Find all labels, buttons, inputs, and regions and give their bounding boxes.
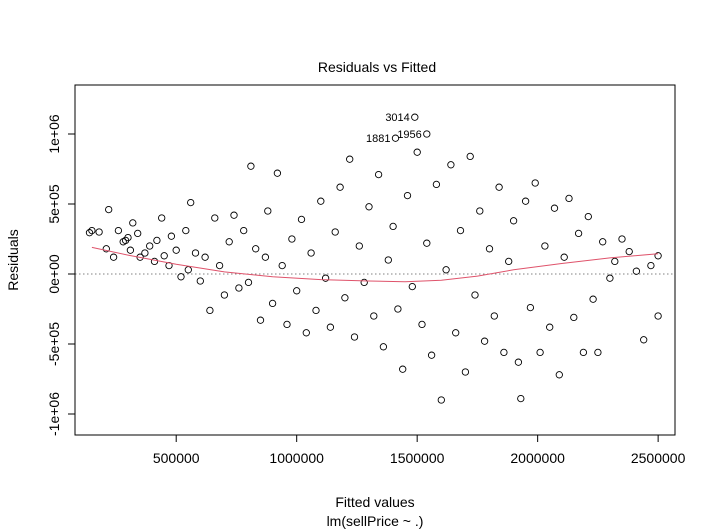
- x-tick-label: 2500000: [631, 450, 686, 466]
- point-label: 1881: [366, 133, 390, 145]
- y-axis-label: Residuals: [5, 229, 21, 290]
- y-tick-label: 0e+00: [46, 254, 62, 294]
- y-tick-label: 5e+05: [46, 184, 62, 224]
- y-tick-label: -5e+05: [46, 322, 62, 366]
- chart-title: Residuals vs Fitted: [318, 59, 436, 75]
- point-label: 3014: [385, 112, 409, 124]
- x-axis-label: Fitted values: [335, 494, 414, 510]
- y-tick-label: -1e+06: [46, 392, 62, 436]
- x-tick-label: 1500000: [390, 450, 445, 466]
- x-tick-label: 1000000: [269, 450, 324, 466]
- x-tick-label: 500000: [153, 450, 200, 466]
- model-formula-label: lm(sellPrice ~ .): [327, 513, 424, 529]
- x-tick-label: 2000000: [510, 450, 565, 466]
- y-tick-label: 1e+06: [46, 114, 62, 154]
- point-label: 1956: [397, 129, 421, 141]
